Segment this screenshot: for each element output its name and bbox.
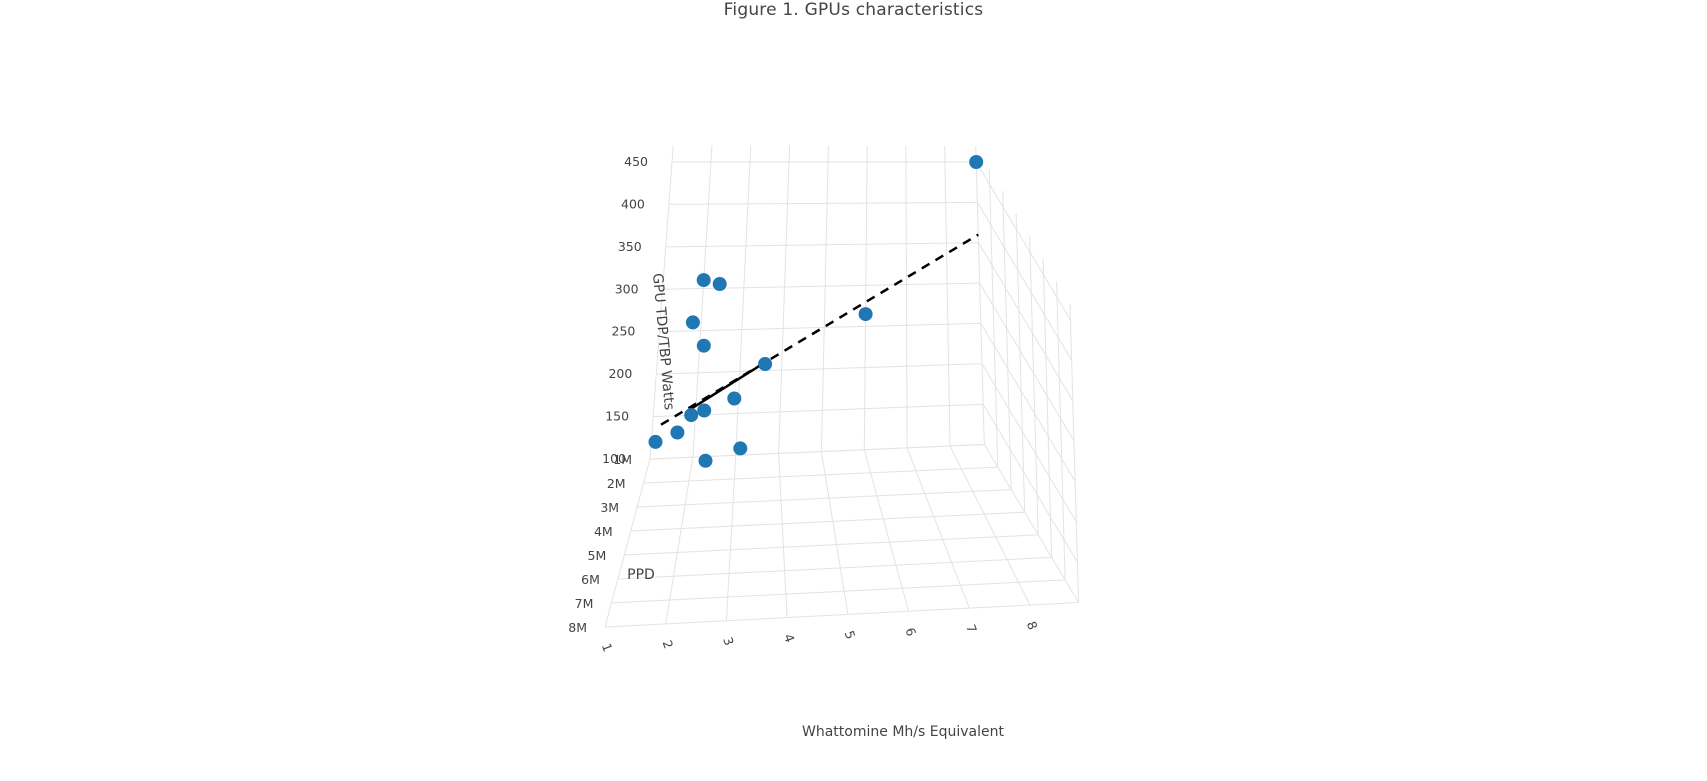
trend-line-solid [690,361,766,410]
side-grid-line [979,282,1075,442]
z-tick-label: 450 [624,154,648,169]
chart-title: Figure 1. GPUs characteristics [723,0,984,20]
tick-labels: 1 2 3 4 5 6 7 8 1M 2M 3M 4M 5M 6M 7M 8M 100 150 200 250 300 3… [568,154,1040,654]
x-tick-label: 4 [781,632,798,645]
floor-grid-line [604,458,651,628]
wall-grid-line [778,145,791,454]
x-tick-label: 3 [720,635,737,648]
floor-grid-line [778,453,788,618]
floor-grid-line [906,447,970,609]
data-points [648,155,984,468]
wall-grid-line [665,242,979,248]
data-point [727,391,742,406]
z-tick-label: 200 [608,366,632,381]
side-grid-line [1042,258,1053,558]
side-grid-line [976,202,1073,361]
data-point [697,403,712,418]
data-point [696,273,711,288]
data-point [685,315,700,330]
x-tick-label: 5 [842,629,859,642]
floor-grid-line [665,457,694,624]
z-tick-label: 150 [605,409,629,424]
z-tick-label: 100 [602,451,626,466]
wall-grid-line [944,145,951,447]
side-grid-line [1029,236,1039,535]
x-tick-label: 7 [963,622,980,635]
y-tick-label: 7M [575,596,594,611]
floor-grid-line [611,579,1066,604]
z-tick-label: 350 [618,239,642,254]
y-tick-label: 5M [588,548,607,563]
side-grid-line [981,363,1077,523]
side-grid-line [975,161,1071,321]
trend-line-dashed [660,233,979,426]
y-tick-label: 3M [600,500,619,515]
wall-grid-line [649,144,674,460]
y-tick-label: 8M [568,620,587,635]
side-grid-line [983,444,1080,603]
x-tick-label: 2 [660,638,677,651]
floor-grid-line [863,449,910,612]
floor-grid-line [617,556,1052,580]
y-tick-label: 6M [581,572,600,587]
z-tick-label: 400 [621,196,645,211]
grid-lines [604,144,1080,628]
wall-grid-line [662,282,980,290]
side-grid-line [1069,303,1080,603]
floor-grid-line [643,466,998,484]
side-grid-line [975,145,985,445]
data-point [696,338,711,353]
y-tick-label: 4M [594,524,613,539]
wall-grid-line [659,322,981,333]
floor-grid-line [949,445,1031,606]
side-grid-line [978,242,1074,401]
side-grid-line [982,403,1078,563]
floor-grid-line [725,455,737,621]
z-tick-label: 250 [612,324,636,339]
x-tick-label: 6 [902,625,919,638]
y-tick-label: 2M [607,476,626,491]
data-point [712,277,727,291]
floor-grid-line [637,489,1012,508]
data-point [733,441,748,456]
wall-grid-line [668,201,978,205]
wall-grid-line [820,145,829,452]
data-point [969,155,984,169]
side-grid-line [988,168,999,468]
data-point [858,307,873,322]
z-axis-title: GPU TDP/TBP Watts [649,273,677,411]
x-axis-title: Whattomine Mh/s Equivalent [802,724,1004,740]
data-point [670,425,685,440]
x-tick-label: 8 [1024,619,1041,632]
y-tick-label: 1M [613,452,632,467]
wall-grid-line [905,145,908,448]
data-point [698,453,713,468]
data-point [684,408,699,423]
floor-grid-line [624,534,1039,556]
side-grid-line [1002,190,1012,490]
data-point [758,357,773,371]
wall-grid-line [656,363,983,375]
trend-line-group [660,233,979,426]
side-grid-line [1056,281,1066,580]
wall-grid-line [863,145,868,450]
y-axis-title: PPD [627,567,655,583]
side-grid-line [980,323,1076,482]
x-tick-label: 1 [599,641,616,654]
wall-grid-line [735,145,752,456]
data-point [648,434,663,449]
floor-grid-line [604,602,1079,628]
floor-grid-line [630,511,1025,532]
floor-grid-line [820,451,849,615]
side-grid-line [1015,213,1026,513]
z-tick-label: 300 [615,281,639,296]
